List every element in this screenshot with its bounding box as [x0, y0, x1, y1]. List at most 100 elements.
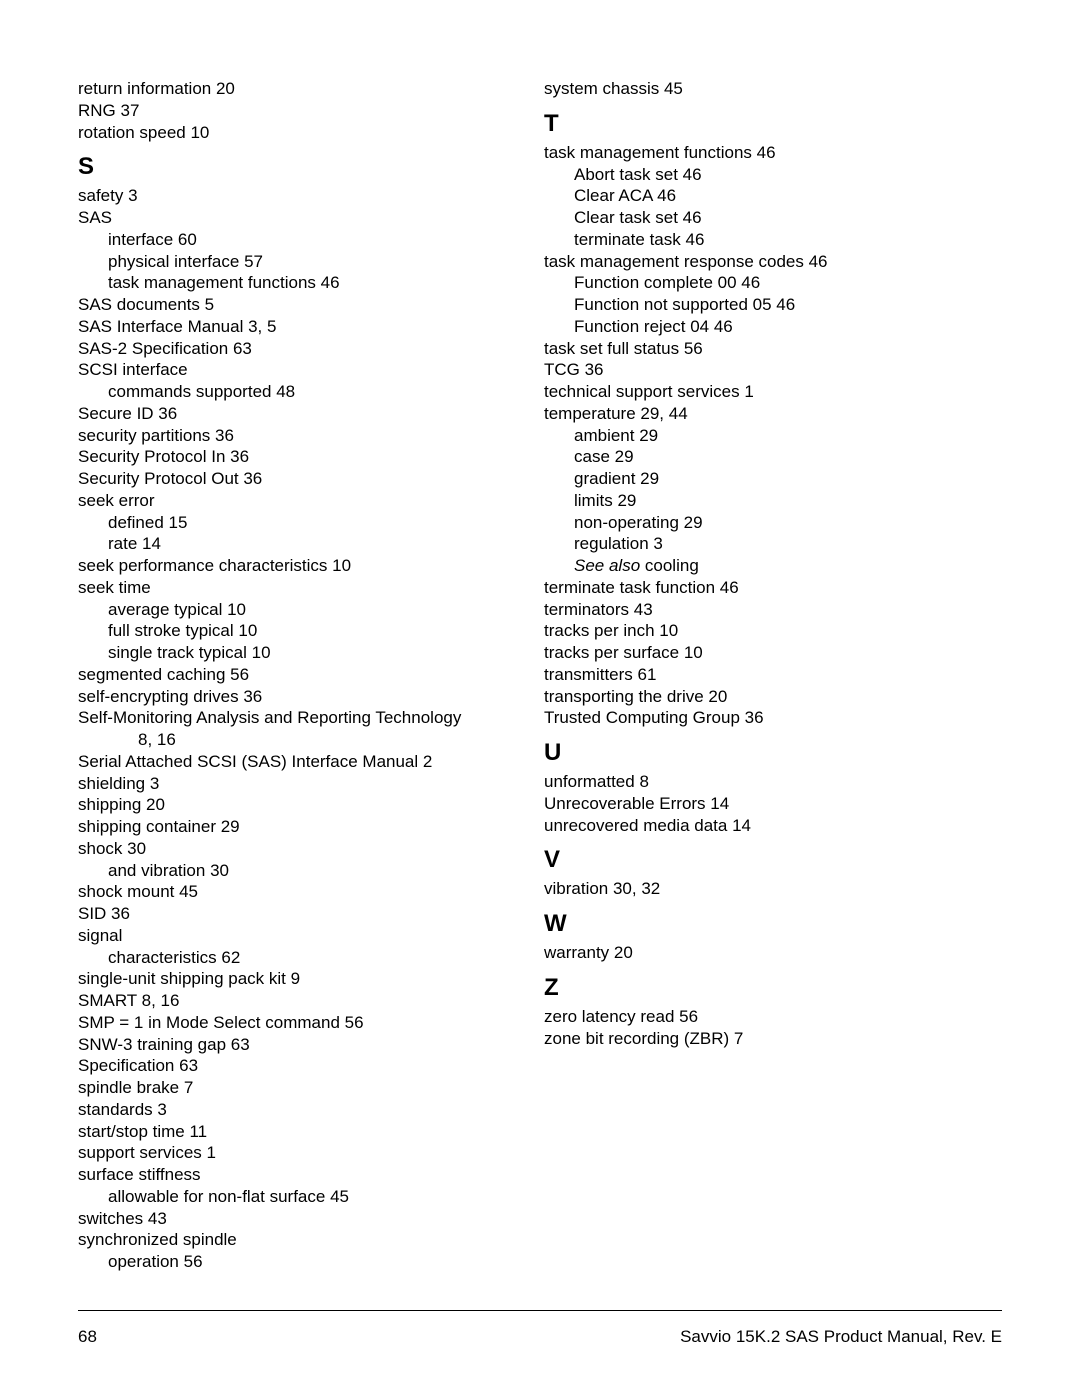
index-entry: SAS documents 5 [78, 294, 536, 316]
index-entry: shipping container 29 [78, 816, 536, 838]
index-entry: system chassis 45 [544, 78, 1002, 100]
index-entry: task set full status 56 [544, 338, 1002, 360]
index-entry: zone bit recording (ZBR) 7 [544, 1028, 1002, 1050]
index-entry: Specification 63 [78, 1055, 536, 1077]
index-entry: task management response codes 46 [544, 251, 1002, 273]
index-entry: shock mount 45 [78, 881, 536, 903]
index-entry: RNG 37 [78, 100, 536, 122]
index-entry: seek time [78, 577, 536, 599]
index-entry: vibration 30, 32 [544, 878, 1002, 900]
index-entry: Trusted Computing Group 36 [544, 707, 1002, 729]
index-entry: self-encrypting drives 36 [78, 686, 536, 708]
index-entry: shock 30 [78, 838, 536, 860]
index-entry: temperature 29, 44 [544, 403, 1002, 425]
index-entry: full stroke typical 10 [78, 620, 536, 642]
index-entry: terminate task 46 [544, 229, 1002, 251]
page-number: 68 [78, 1327, 97, 1347]
right-column: system chassis 45 Ttask management functi… [544, 78, 1002, 1273]
index-entry: support services 1 [78, 1142, 536, 1164]
index-entry: SID 36 [78, 903, 536, 925]
section-heading: U [544, 739, 1002, 767]
index-entry: shielding 3 [78, 773, 536, 795]
index-entry: allowable for non-flat surface 45 [78, 1186, 536, 1208]
index-entry: security partitions 36 [78, 425, 536, 447]
section-heading: V [544, 846, 1002, 874]
index-entry: Clear ACA 46 [544, 185, 1002, 207]
index-entry: terminators 43 [544, 599, 1002, 621]
index-entry: Secure ID 36 [78, 403, 536, 425]
index-entry: Abort task set 46 [544, 164, 1002, 186]
index-entry: standards 3 [78, 1099, 536, 1121]
index-columns: return information 20RNG 37rotation spee… [78, 78, 1002, 1273]
index-entry: SMART 8, 16 [78, 990, 536, 1012]
section-heading: W [544, 910, 1002, 938]
index-entry: Security Protocol Out 36 [78, 468, 536, 490]
index-entry: and vibration 30 [78, 860, 536, 882]
index-entry: spindle brake 7 [78, 1077, 536, 1099]
index-entry: ambient 29 [544, 425, 1002, 447]
index-entry: technical support services 1 [544, 381, 1002, 403]
index-entry: unrecovered media data 14 [544, 815, 1002, 837]
section-heading: S [78, 153, 536, 181]
index-entry: SMP = 1 in Mode Select command 56 [78, 1012, 536, 1034]
index-entry: rotation speed 10 [78, 122, 536, 144]
index-entry: switches 43 [78, 1208, 536, 1230]
section-heading: Z [544, 974, 1002, 1002]
index-entry: Function reject 04 46 [544, 316, 1002, 338]
index-entry: zero latency read 56 [544, 1006, 1002, 1028]
index-entry: transmitters 61 [544, 664, 1002, 686]
index-entry: Function complete 00 46 [544, 272, 1002, 294]
index-entry: interface 60 [78, 229, 536, 251]
index-entry: synchronized spindle [78, 1229, 536, 1251]
index-entry: seek error [78, 490, 536, 512]
index-entry: operation 56 [78, 1251, 536, 1273]
index-entry: case 29 [544, 446, 1002, 468]
index-entry: TCG 36 [544, 359, 1002, 381]
index-entry: regulation 3 [544, 533, 1002, 555]
index-entry: Serial Attached SCSI (SAS) Interface Man… [78, 751, 536, 773]
index-entry: return information 20 [78, 78, 536, 100]
index-entry: single track typical 10 [78, 642, 536, 664]
index-entry: Clear task set 46 [544, 207, 1002, 229]
index-entry: average typical 10 [78, 599, 536, 621]
index-entry: 8, 16 [78, 729, 536, 751]
index-entry: defined 15 [78, 512, 536, 534]
index-entry: shipping 20 [78, 794, 536, 816]
index-entry: physical interface 57 [78, 251, 536, 273]
index-entry: Unrecoverable Errors 14 [544, 793, 1002, 815]
left-column: return information 20RNG 37rotation spee… [78, 78, 536, 1273]
index-entry: SAS Interface Manual 3, 5 [78, 316, 536, 338]
index-entry: start/stop time 11 [78, 1121, 536, 1143]
index-entry: unformatted 8 [544, 771, 1002, 793]
index-entry: signal [78, 925, 536, 947]
index-entry: warranty 20 [544, 942, 1002, 964]
index-entry: surface stiffness [78, 1164, 536, 1186]
document-title: Savvio 15K.2 SAS Product Manual, Rev. E [680, 1327, 1002, 1347]
index-entry: gradient 29 [544, 468, 1002, 490]
index-entry: tracks per surface 10 [544, 642, 1002, 664]
index-entry: task management functions 46 [78, 272, 536, 294]
page-footer: 68 Savvio 15K.2 SAS Product Manual, Rev.… [78, 1310, 1002, 1347]
index-entry: transporting the drive 20 [544, 686, 1002, 708]
index-entry: SCSI interface [78, 359, 536, 381]
index-entry: seek performance characteristics 10 [78, 555, 536, 577]
index-entry: Function not supported 05 46 [544, 294, 1002, 316]
index-entry: characteristics 62 [78, 947, 536, 969]
index-entry: Self-Monitoring Analysis and Reporting T… [78, 707, 536, 729]
index-entry: commands supported 48 [78, 381, 536, 403]
index-entry: rate 14 [78, 533, 536, 555]
index-entry: single-unit shipping pack kit 9 [78, 968, 536, 990]
section-heading: T [544, 110, 1002, 138]
index-entry: non-operating 29 [544, 512, 1002, 534]
index-entry: task management functions 46 [544, 142, 1002, 164]
index-entry: limits 29 [544, 490, 1002, 512]
index-entry: See also cooling [544, 555, 1002, 577]
index-entry: segmented caching 56 [78, 664, 536, 686]
index-entry: terminate task function 46 [544, 577, 1002, 599]
index-entry: Security Protocol In 36 [78, 446, 536, 468]
index-entry: SAS [78, 207, 536, 229]
index-entry: safety 3 [78, 185, 536, 207]
index-entry: SAS-2 Specification 63 [78, 338, 536, 360]
index-entry: SNW-3 training gap 63 [78, 1034, 536, 1056]
index-entry: tracks per inch 10 [544, 620, 1002, 642]
